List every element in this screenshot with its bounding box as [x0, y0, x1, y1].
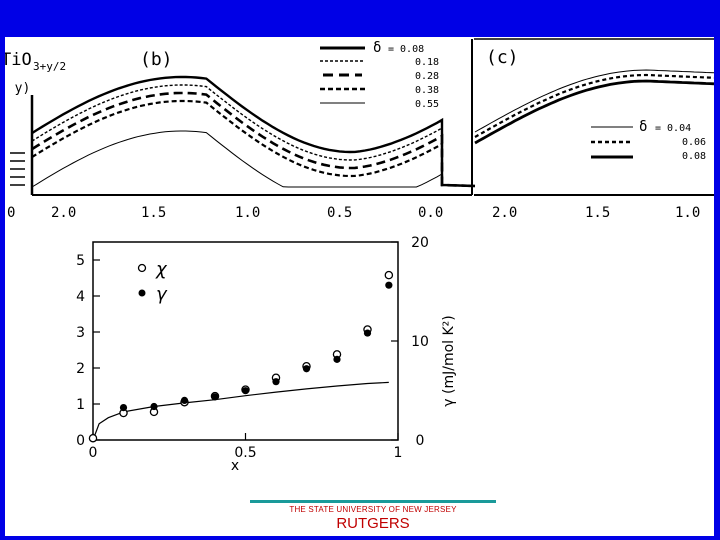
formula-subscript: 3+y/2 [33, 60, 66, 73]
panel-b-legend: δ = 0.08 0.18 0.28 0.38 0.55 [320, 40, 439, 110]
panel-c-legend-symbol: δ [639, 119, 647, 135]
x-tick-label: 0.0 [418, 205, 443, 221]
chart-legend: χ γ [137, 259, 168, 305]
x-axis-label: x [231, 458, 239, 473]
gamma-point [333, 355, 341, 363]
y-tick-label: 4 [76, 289, 85, 305]
gamma-point [302, 365, 311, 373]
y-tick-label: 5 [76, 253, 85, 269]
slide-frame-right [714, 0, 720, 540]
x-tick-label: 0.5 [327, 205, 352, 221]
gamma-point [119, 404, 128, 412]
spectrum-curve [474, 79, 714, 145]
panel-b-legend-entry: 0.18 [415, 57, 439, 68]
x-tick-label: 1.0 [235, 205, 260, 221]
spectra-figure: TiO 3+y/2 - y) (b) δ = 0.08 0.18 0.28 0.… [5, 38, 714, 221]
panel-c-x-ticks: 2.0 1.5 1.0 [492, 205, 700, 221]
y2-tick-label: 10 [411, 334, 429, 350]
spectrum-curve [474, 69, 714, 133]
formula-main: TiO [5, 50, 32, 70]
spectrum-curve [31, 75, 476, 188]
x-tick-label: 2.0 [51, 205, 76, 221]
chi-point [384, 270, 394, 280]
slide-title-bar [0, 0, 720, 37]
legend-label-chi: χ [155, 259, 168, 280]
right-axis: 0 10 20 [391, 235, 429, 449]
x-tick-label: 0 [89, 445, 98, 461]
panel-b-legend-entry: = 0.08 [388, 44, 424, 55]
panel-c-legend-entry: = 0.04 [655, 123, 691, 134]
rutgers-logo: THE STATE UNIVERSITY OF NEW JERSEY RUTGE… [250, 500, 496, 532]
university-name: RUTGERS [336, 515, 410, 532]
y-tick-label: 0 [76, 433, 85, 449]
spectrum-curve [31, 84, 476, 187]
panel-b-legend-entry: 0.28 [415, 71, 439, 82]
panel-b-legend-symbol: δ [373, 40, 381, 56]
slide-frame-left [0, 0, 5, 540]
panel-c-label: (c) [486, 47, 519, 68]
panel-b-legend-entry: 0.38 [415, 85, 439, 96]
legend-marker-gamma [138, 289, 146, 297]
panel-b-edge-ticks [10, 152, 25, 186]
gamma-point [150, 402, 158, 411]
gamma-point [363, 329, 372, 337]
logo-rule [250, 500, 496, 503]
legend-label-gamma: γ [156, 284, 168, 305]
gamma-point [211, 393, 219, 401]
y2-tick-label: 20 [411, 235, 429, 251]
panel-c-legend: δ = 0.04 0.06 0.08 [591, 119, 706, 162]
gamma-point [272, 378, 280, 386]
data-points [88, 270, 394, 443]
x-tick-label: 0.5 [234, 445, 256, 461]
panel-c-legend-entry: 0.08 [682, 151, 706, 162]
university-line: THE STATE UNIVERSITY OF NEW JERSEY [289, 505, 457, 514]
panel-b-curves [31, 75, 476, 188]
panel-c-legend-entry: 0.06 [682, 137, 706, 148]
panel-b-label: (b) [140, 49, 173, 70]
panel-c: (c) δ = 0.04 0.06 0.08 2.0 1.5 1.0 [474, 38, 714, 221]
gamma-point [180, 396, 189, 404]
slide-title [5, 0, 714, 37]
x-tick-label: 1.0 [675, 205, 700, 221]
spectrum-curve [474, 73, 714, 138]
y2-tick-label: 0 [416, 433, 425, 449]
x-tick-label: 0 [7, 205, 15, 221]
slide-frame-bottom [0, 536, 720, 540]
spectrum-curve [31, 91, 476, 188]
x-tick-label: 1.5 [585, 205, 610, 221]
legend-marker-chi [137, 263, 147, 273]
spectrum-curve [31, 99, 476, 188]
panel-c-curves [474, 69, 714, 145]
panel-b-x-ticks: 0 2.0 1.5 1.0 0.5 0.0 [7, 205, 443, 221]
panel-b: TiO 3+y/2 - y) (b) δ = 0.08 0.18 0.28 0.… [5, 39, 476, 221]
left-axis: 0 1 2 3 4 5 [76, 253, 100, 449]
spectrum-curve [31, 130, 476, 188]
y-tick-label: 2 [76, 361, 85, 377]
x-tick-label: 1.5 [141, 205, 166, 221]
gamma-point [385, 281, 393, 289]
y-tick-label: 1 [76, 397, 85, 413]
gamma-point [241, 387, 250, 395]
x-tick-label: 2.0 [492, 205, 517, 221]
x-tick-label: 1 [394, 445, 403, 461]
right-axis-label: γ (mJ/mol K²) [441, 315, 457, 406]
y-tick-label: 3 [76, 325, 85, 341]
panel-b-legend-entry: 0.55 [415, 99, 439, 110]
formula-fragment: - y) [5, 81, 30, 96]
chi-point [88, 433, 98, 443]
